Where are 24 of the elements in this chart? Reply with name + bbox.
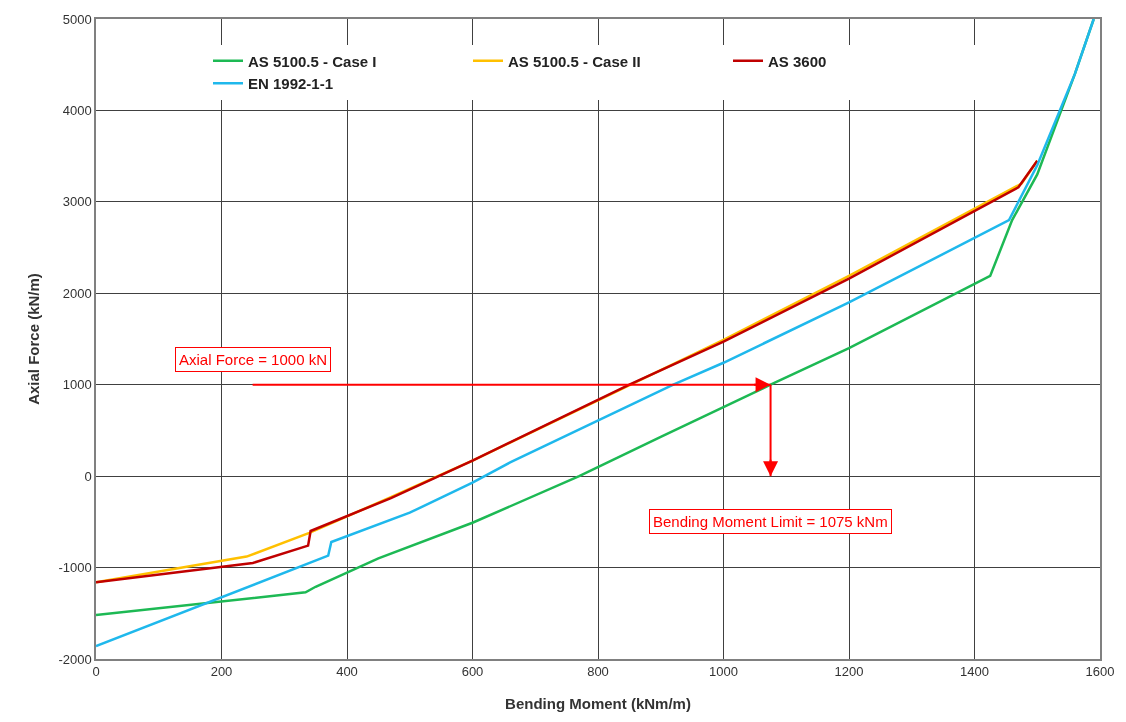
legend-label: AS 5100.5 - Case II <box>508 52 641 70</box>
y-tick-label: 1000 <box>62 377 92 393</box>
ref-line-label: Bending Moment Limit = 1075 kNm <box>653 513 888 530</box>
y-tick-label: 3000 <box>62 194 92 210</box>
legend-label: EN 1992-1-1 <box>248 75 334 93</box>
y-tick-label: 2000 <box>62 285 92 301</box>
x-tick-label: 800 <box>587 664 609 680</box>
y-tick-label: 5000 <box>62 11 92 27</box>
ref-line-label: Axial Force = 1000 kN <box>179 351 327 368</box>
x-tick-label: 1200 <box>834 664 864 680</box>
y-tick-label: 0 <box>84 468 92 484</box>
x-axis-title: Bending Moment (kNm/m) <box>505 694 691 712</box>
x-tick-label: 400 <box>336 664 358 680</box>
x-tick-label: 1000 <box>709 664 738 680</box>
legend-label: AS 3600 <box>768 52 827 70</box>
y-tick-label: -2000 <box>58 651 92 667</box>
x-tick-label: 1400 <box>960 664 989 680</box>
x-tick-label: 200 <box>210 664 233 680</box>
legend-label: AS 5100.5 - Case I <box>248 52 377 70</box>
x-tick-label: 600 <box>461 664 484 680</box>
y-tick-label: 4000 <box>62 102 92 118</box>
y-tick-label: -1000 <box>58 560 92 576</box>
y-axis-title: Axial Force (kN/m) <box>25 273 43 405</box>
x-tick-label: 1600 <box>1085 664 1115 680</box>
